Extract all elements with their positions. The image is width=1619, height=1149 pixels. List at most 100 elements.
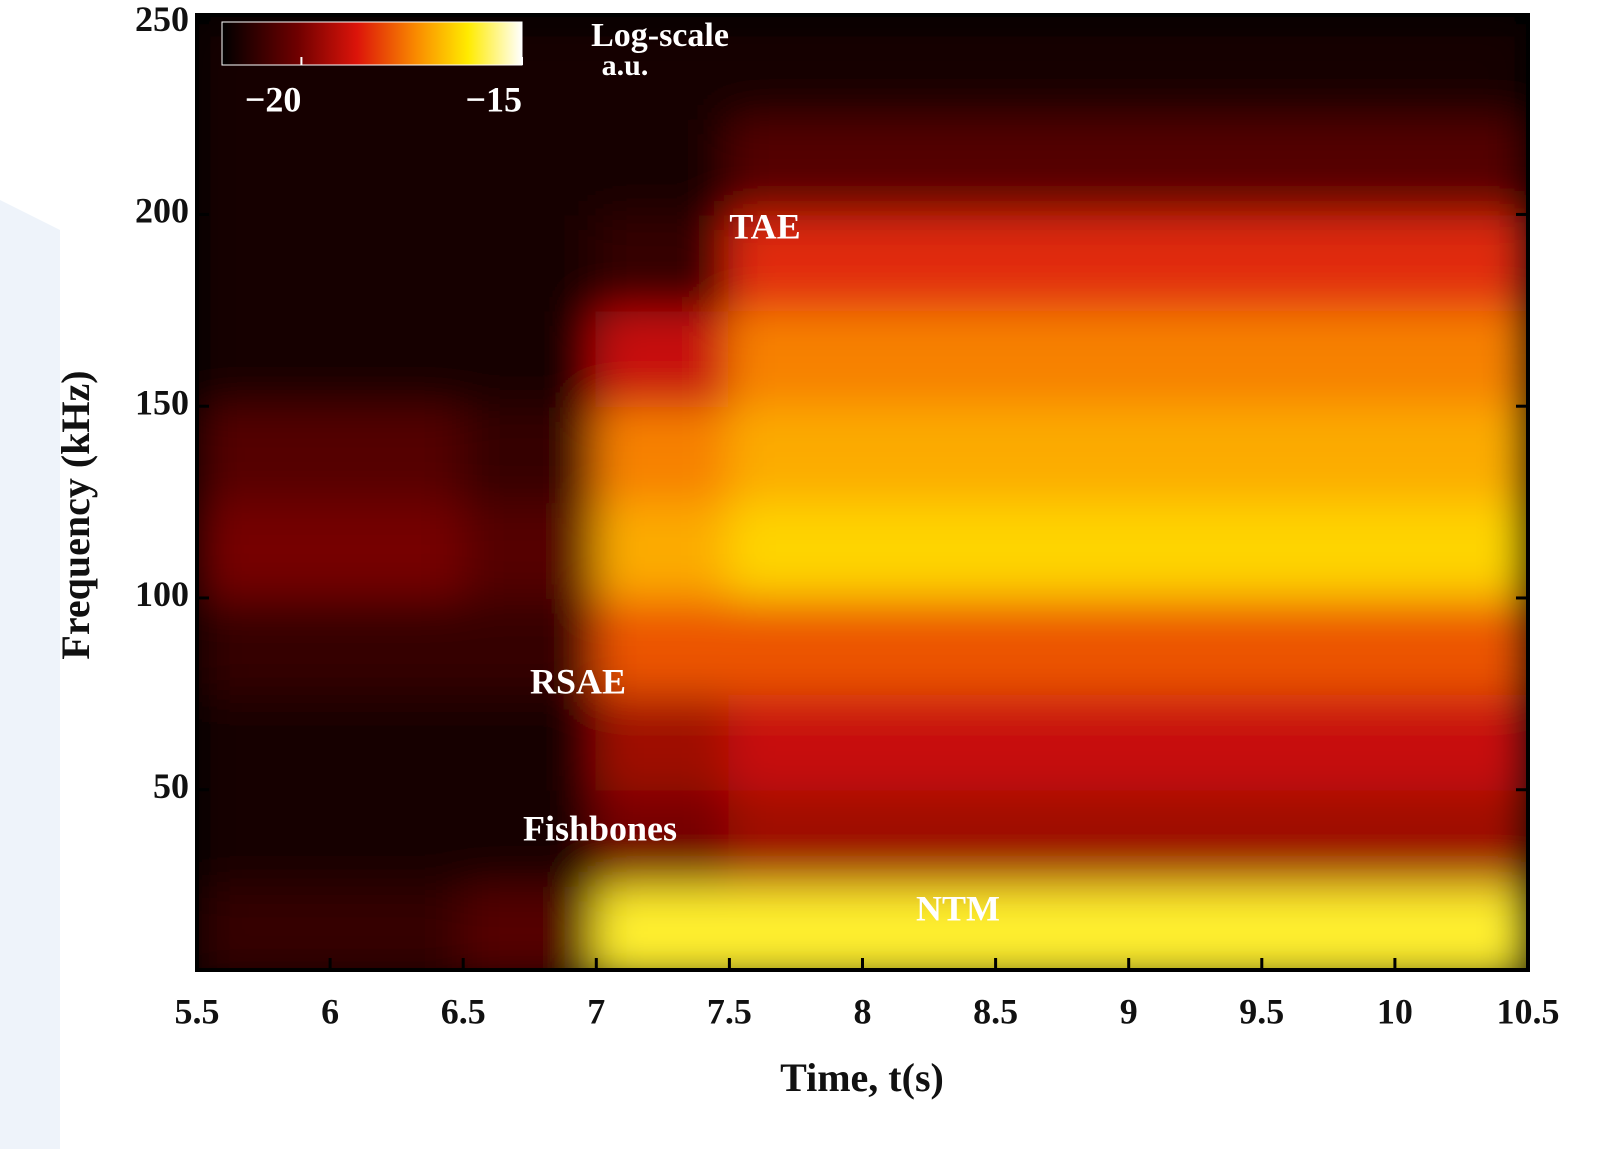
heatmap-cell xyxy=(728,884,864,970)
colorbar-title: Log-scale xyxy=(591,17,729,54)
x-axis-label: Time, t(s) xyxy=(780,1055,944,1100)
heatmap-cell xyxy=(329,213,465,312)
heatmap-cell xyxy=(994,21,1130,120)
heatmap-cell xyxy=(595,21,731,120)
heatmap-cell xyxy=(462,213,598,312)
heatmap-cell xyxy=(595,788,731,887)
x-tick-label: 5.5 xyxy=(175,991,220,1031)
annotation: Fishbones xyxy=(523,808,677,848)
heatmap-cell xyxy=(1260,117,1396,216)
colorbar-tick-label: −20 xyxy=(245,79,302,119)
heatmap-cell xyxy=(861,788,997,887)
colorbar-title: a.u. xyxy=(602,49,649,82)
heatmap-cell xyxy=(861,596,997,695)
heatmap-cell xyxy=(197,884,332,970)
heatmap-cell xyxy=(728,309,864,408)
heatmap-cell xyxy=(595,405,731,504)
heatmap-cell xyxy=(861,501,997,599)
heatmap-cell xyxy=(1127,788,1263,887)
heatmap-cell xyxy=(462,501,598,599)
heatmap-cell xyxy=(994,405,1130,504)
heatmap-cell xyxy=(197,501,332,599)
heatmap xyxy=(197,21,1528,970)
y-axis-label: Frequency (kHz) xyxy=(53,370,98,659)
y-tick-label: 200 xyxy=(135,191,189,231)
y-tick-label: 50 xyxy=(153,766,189,806)
heatmap-cell xyxy=(861,692,997,791)
heatmap-cell xyxy=(595,596,731,695)
watermark xyxy=(0,200,60,1149)
heatmap-cell xyxy=(1127,21,1263,120)
heatmap-cell xyxy=(329,596,465,695)
heatmap-cell xyxy=(1127,501,1263,599)
annotation: TAE xyxy=(729,206,800,246)
heatmap-cell xyxy=(1127,884,1263,970)
heatmap-cell xyxy=(1393,884,1528,970)
heatmap-cell xyxy=(1260,21,1396,120)
heatmap-cell xyxy=(1393,21,1528,120)
x-tick-label: 7 xyxy=(587,991,605,1031)
heatmap-cell xyxy=(1260,596,1396,695)
heatmap-cell xyxy=(1260,405,1396,504)
heatmap-cell xyxy=(1127,213,1263,312)
heatmap-cell xyxy=(462,405,598,504)
heatmap-cell xyxy=(728,501,864,599)
heatmap-cell xyxy=(329,117,465,216)
heatmap-cell xyxy=(1393,692,1528,791)
x-tick-label: 6 xyxy=(321,991,339,1031)
x-tick-label: 9.5 xyxy=(1239,991,1284,1031)
heatmap-cells xyxy=(197,21,1528,970)
heatmap-cell xyxy=(462,309,598,408)
heatmap-cell xyxy=(595,692,731,791)
x-tick-label: 10 xyxy=(1377,991,1413,1031)
heatmap-cell xyxy=(1127,596,1263,695)
heatmap-cell xyxy=(1393,213,1528,312)
y-tick-label: 100 xyxy=(135,574,189,614)
heatmap-cell xyxy=(994,692,1130,791)
heatmap-cell xyxy=(1127,405,1263,504)
heatmap-cell xyxy=(197,117,332,216)
heatmap-cell xyxy=(994,309,1130,408)
y-tick-label: 250 xyxy=(135,0,189,39)
heatmap-cell xyxy=(595,884,731,970)
heatmap-cell xyxy=(728,213,864,312)
heatmap-cell xyxy=(861,213,997,312)
heatmap-cell xyxy=(329,309,465,408)
heatmap-cell xyxy=(1260,692,1396,791)
heatmap-cell xyxy=(197,692,332,791)
heatmap-cell xyxy=(197,309,332,408)
heatmap-cell xyxy=(728,117,864,216)
heatmap-cell xyxy=(462,788,598,887)
heatmap-cell xyxy=(1393,309,1528,408)
heatmap-cell xyxy=(1260,213,1396,312)
x-tick-label: 10.5 xyxy=(1497,991,1560,1031)
heatmap-cell xyxy=(197,788,332,887)
heatmap-cell xyxy=(329,501,465,599)
heatmap-cell xyxy=(595,117,731,216)
heatmap-cell xyxy=(728,21,864,120)
x-tick-label: 6.5 xyxy=(441,991,486,1031)
heatmap-cell xyxy=(197,596,332,695)
heatmap-cell xyxy=(861,309,997,408)
heatmap-cell xyxy=(861,117,997,216)
heatmap-cell xyxy=(329,405,465,504)
heatmap-cell xyxy=(1260,788,1396,887)
x-tick-label: 9 xyxy=(1120,991,1138,1031)
heatmap-cell xyxy=(595,501,731,599)
heatmap-cell xyxy=(1393,117,1528,216)
heatmap-cell xyxy=(462,596,598,695)
heatmap-cell xyxy=(1393,501,1528,599)
heatmap-cell xyxy=(728,788,864,887)
colorbar-tick-label: −15 xyxy=(465,79,522,119)
heatmap-cell xyxy=(462,884,598,970)
heatmap-cell xyxy=(994,788,1130,887)
heatmap-cell xyxy=(595,213,731,312)
heatmap-cell xyxy=(861,21,997,120)
heatmap-cell xyxy=(197,213,332,312)
heatmap-cell xyxy=(994,501,1130,599)
heatmap-cell xyxy=(728,596,864,695)
heatmap-cell xyxy=(1127,117,1263,216)
y-tick-label: 150 xyxy=(135,382,189,422)
heatmap-cell xyxy=(1127,309,1263,408)
